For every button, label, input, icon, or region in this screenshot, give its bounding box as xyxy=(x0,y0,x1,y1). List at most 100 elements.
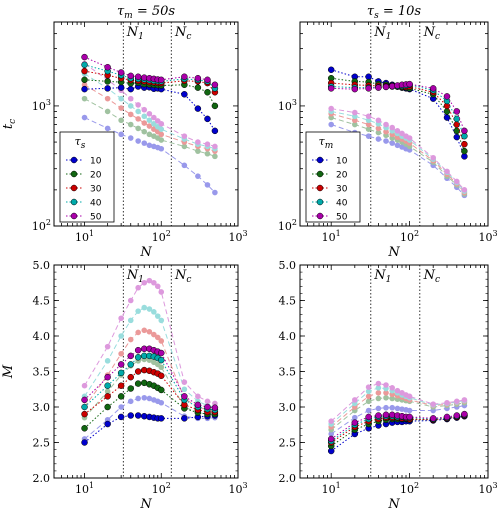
data-point xyxy=(399,130,405,137)
legend-marker xyxy=(316,156,324,164)
data-point xyxy=(104,373,111,381)
x-tick-label: 101 xyxy=(75,481,94,496)
data-point xyxy=(154,313,161,319)
data-point xyxy=(104,388,111,395)
data-point xyxy=(81,67,88,75)
data-point xyxy=(351,121,358,128)
x-tick-label: 101 xyxy=(322,481,341,496)
x-tick-label: 103 xyxy=(228,229,247,244)
data-point xyxy=(127,336,134,343)
data-point xyxy=(117,413,125,421)
y-tick-label: 5.0 xyxy=(33,259,51,272)
data-point xyxy=(158,415,165,422)
data-point xyxy=(104,393,111,400)
data-point xyxy=(146,306,153,312)
data-point xyxy=(158,356,165,364)
y-tick-label: 4.0 xyxy=(33,330,51,343)
y-tick-label: 3.5 xyxy=(279,366,297,379)
data-point xyxy=(389,395,396,402)
data-point xyxy=(127,297,134,304)
data-point xyxy=(429,415,437,422)
legend-marker xyxy=(316,184,324,192)
data-point xyxy=(211,102,219,110)
data-point xyxy=(118,95,124,102)
reference-line-label: Nc xyxy=(174,268,191,285)
x-tick-label: 103 xyxy=(478,229,497,244)
data-point xyxy=(127,398,134,405)
data-point xyxy=(127,385,134,392)
data-point xyxy=(127,72,134,80)
data-point xyxy=(204,115,211,123)
plot-frame xyxy=(53,21,239,227)
data-point xyxy=(365,384,372,390)
data-point xyxy=(327,66,335,74)
data-point xyxy=(211,81,219,89)
reference-line-label: N1 xyxy=(126,25,144,42)
data-point xyxy=(383,382,389,388)
data-point xyxy=(204,76,211,84)
data-point xyxy=(135,108,141,115)
data-point xyxy=(81,396,88,404)
data-point xyxy=(127,352,134,360)
data-point xyxy=(461,397,468,403)
data-point xyxy=(81,410,88,418)
data-point xyxy=(127,373,134,381)
data-point xyxy=(81,425,88,432)
data-point xyxy=(204,398,211,405)
data-point xyxy=(212,153,218,160)
data-point xyxy=(134,368,142,375)
data-point xyxy=(181,91,188,98)
data-point xyxy=(461,140,468,148)
data-point xyxy=(104,403,111,411)
data-point xyxy=(383,404,389,411)
data-point xyxy=(81,403,88,411)
data-point xyxy=(365,126,372,132)
data-point xyxy=(134,73,142,80)
y-tick-label: 2.5 xyxy=(279,437,297,450)
data-point xyxy=(383,128,389,135)
data-point xyxy=(194,401,202,409)
data-point xyxy=(127,95,134,102)
data-point xyxy=(154,283,161,290)
data-point xyxy=(389,404,396,411)
data-point xyxy=(383,138,389,144)
data-point xyxy=(454,178,460,185)
y-tick-label: 3.0 xyxy=(33,401,51,414)
y-tick-label: 2.0 xyxy=(33,472,51,485)
plot-area xyxy=(327,380,468,455)
data-point xyxy=(104,358,111,364)
reference-line-label: Nc xyxy=(174,25,191,42)
legend-label: 10 xyxy=(90,157,102,167)
data-point xyxy=(117,382,125,389)
data-point xyxy=(181,162,188,169)
data-point xyxy=(453,412,461,419)
plot-area xyxy=(81,53,219,196)
data-point xyxy=(365,117,372,124)
data-point xyxy=(194,75,202,82)
x-axis-label: N xyxy=(387,497,400,512)
data-point xyxy=(151,279,157,286)
data-point xyxy=(127,85,134,93)
data-point xyxy=(104,343,111,350)
data-point xyxy=(118,131,124,138)
data-point xyxy=(406,135,413,141)
legend-label: 40 xyxy=(90,199,102,209)
data-point xyxy=(204,88,211,96)
data-point xyxy=(135,125,141,132)
legend-label: 30 xyxy=(90,185,102,195)
data-point xyxy=(104,95,111,102)
data-point xyxy=(375,412,382,419)
data-point xyxy=(394,405,401,412)
data-point xyxy=(328,121,334,128)
x-tick-label: 102 xyxy=(152,481,171,496)
legend-marker xyxy=(70,212,78,220)
data-point xyxy=(146,131,153,138)
data-point xyxy=(365,388,372,395)
data-point xyxy=(127,111,134,118)
data-point xyxy=(430,154,437,161)
data-point xyxy=(158,120,165,127)
data-point xyxy=(135,102,141,108)
data-point xyxy=(351,397,358,403)
data-point xyxy=(81,76,88,84)
legend-label: 10 xyxy=(336,157,348,167)
